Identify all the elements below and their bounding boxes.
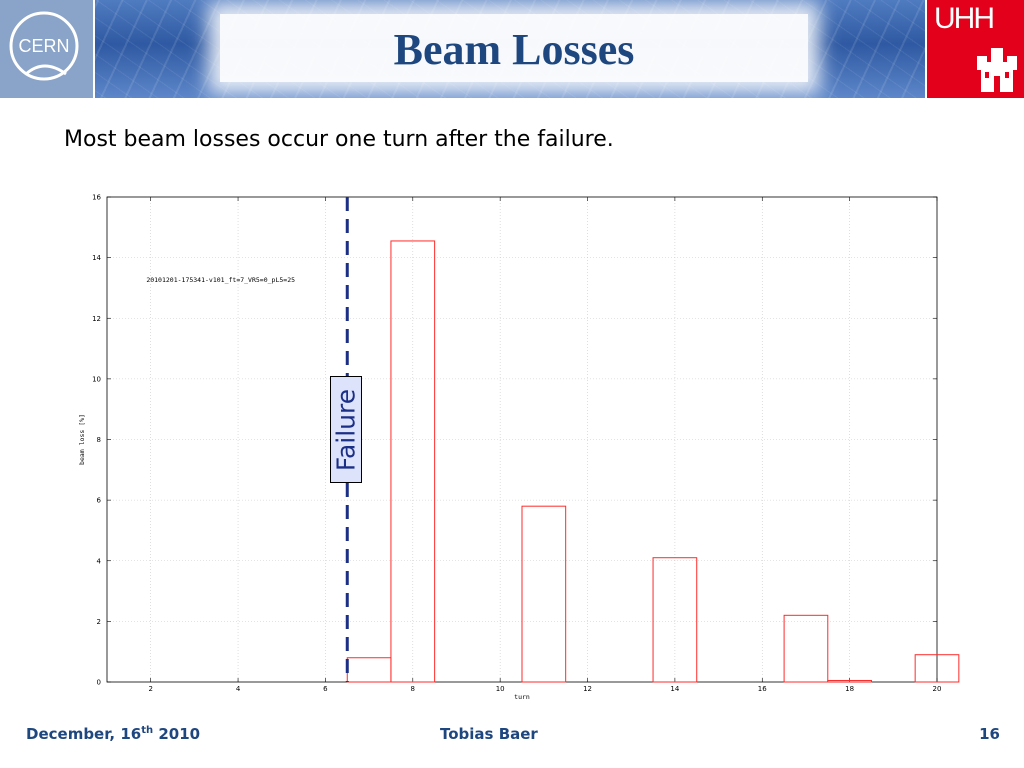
y-tick-label: 4 <box>97 557 102 565</box>
histogram-bars <box>346 240 960 683</box>
footer-date-prefix: December, 16 <box>26 725 142 743</box>
histogram-bar <box>914 654 960 683</box>
y-tick-label: 6 <box>97 497 102 505</box>
y-tick-label: 12 <box>92 315 101 323</box>
y-tick-label: 14 <box>92 254 101 262</box>
x-tick-label: 20 <box>933 685 942 693</box>
x-tick-label: 18 <box>845 685 854 693</box>
x-tick-label: 16 <box>758 685 767 693</box>
x-tick-label: 6 <box>323 685 328 693</box>
run-label: 20101201-175341-v101_ft=7_VR5=0_pL5=25 <box>146 276 295 284</box>
title-box: Beam Losses <box>220 14 808 82</box>
cern-logo-text: CERN <box>18 36 69 56</box>
x-tick-label: 12 <box>583 685 592 693</box>
slide-title: Beam Losses <box>393 25 635 74</box>
footer-page-number: 16 <box>979 725 1000 743</box>
failure-label: Failure <box>331 388 361 471</box>
y-tick-label: 8 <box>97 436 101 444</box>
y-tick-label: 10 <box>92 375 101 383</box>
histogram-bar <box>390 240 436 683</box>
y-tick-label: 2 <box>97 618 101 626</box>
axis-ticks: 2 4 6 8 10 12 14 16 18 20 0 2 4 6 8 10 12 14 16 <box>92 194 941 694</box>
failure-label-box: Failure <box>330 376 362 483</box>
cern-logo: CERN <box>0 0 95 98</box>
beam-loss-chart: 2 4 6 8 10 12 14 16 18 20 0 2 4 6 8 10 12 14 16 20101201-1… <box>78 194 960 701</box>
footer-date: December, 16th 2010 <box>26 725 200 743</box>
x-axis-title: turn <box>514 693 530 701</box>
uhh-logo: UHH <box>925 0 1024 98</box>
y-tick-label: 0 <box>97 679 101 687</box>
x-tick-label: 10 <box>496 685 505 693</box>
footer-author: Tobias Baer <box>440 725 538 743</box>
y-tick-label: 16 <box>92 194 101 202</box>
header-banner: CERN Beam Losses UHH <box>0 0 1024 98</box>
histogram-bar <box>521 505 567 683</box>
x-tick-label: 14 <box>670 685 679 693</box>
x-tick-label: 4 <box>236 685 241 693</box>
x-tick-label: 8 <box>411 685 415 693</box>
footer-date-year: 2010 <box>153 725 201 743</box>
hamburg-castle-icon <box>977 48 1017 92</box>
histogram-bar <box>652 557 698 683</box>
y-axis-title: beam loss [%] <box>78 414 86 465</box>
histogram-bar <box>827 679 872 683</box>
cern-logo-icon: CERN <box>9 11 79 81</box>
footer-date-suffix-ordinal: th <box>141 725 154 736</box>
x-tick-label: 2 <box>148 685 152 693</box>
histogram-bar <box>783 614 829 683</box>
slide-subtitle: Most beam losses occur one turn after th… <box>64 127 614 152</box>
uhh-logo-text: UHH <box>934 2 995 35</box>
